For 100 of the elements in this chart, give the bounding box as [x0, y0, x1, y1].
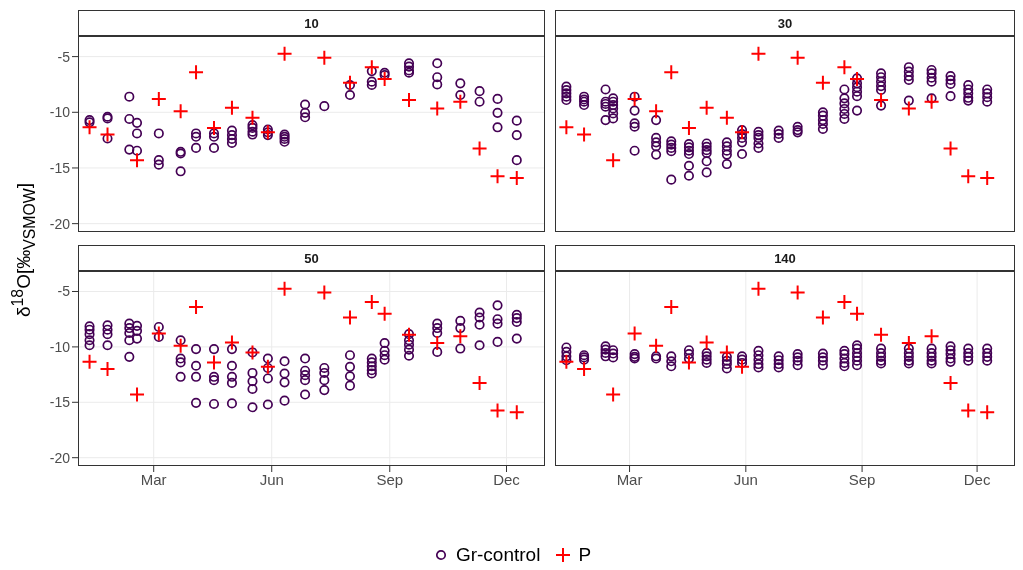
point [429, 335, 446, 352]
point [489, 402, 506, 419]
point [150, 90, 167, 107]
point [276, 45, 293, 62]
chart-title: 140 [555, 245, 1015, 271]
point [471, 140, 488, 157]
point [316, 49, 333, 66]
point [734, 124, 751, 141]
point [341, 309, 358, 326]
point [698, 334, 715, 351]
point [648, 103, 665, 120]
point [558, 119, 575, 136]
point [376, 70, 393, 87]
point [789, 284, 806, 301]
x-tick-label: Dec [493, 470, 521, 488]
y-tick-label: -10 [49, 104, 71, 121]
point [960, 168, 977, 185]
point [129, 386, 146, 403]
point [489, 168, 506, 185]
point [172, 337, 189, 354]
chart-title: 50 [78, 245, 545, 271]
point [836, 59, 853, 76]
point [558, 353, 575, 370]
y-tick-label: -20 [49, 449, 71, 466]
point [508, 169, 525, 186]
point [680, 354, 697, 371]
point [836, 294, 853, 311]
point [205, 354, 222, 371]
point [979, 169, 996, 186]
point [942, 374, 959, 391]
point [452, 328, 469, 345]
point [923, 328, 940, 345]
point [873, 92, 890, 109]
point [429, 100, 446, 117]
point [471, 374, 488, 391]
x-tick-label: Jun [259, 470, 284, 488]
point [401, 92, 418, 109]
point [814, 309, 831, 326]
point [718, 109, 735, 126]
point [376, 305, 393, 322]
point [150, 325, 167, 342]
point [223, 334, 240, 351]
point [259, 358, 276, 375]
point [663, 64, 680, 81]
point [81, 353, 98, 370]
chart-title: 10 [78, 10, 545, 36]
point [734, 358, 751, 375]
point [626, 325, 643, 342]
point [718, 344, 735, 361]
point [900, 100, 917, 117]
y-tick-label: -5 [57, 283, 71, 300]
point [363, 59, 380, 76]
y-tick-label: -20 [49, 215, 71, 232]
point [849, 305, 866, 322]
point [576, 126, 593, 143]
legend-label: Gr-control [455, 544, 541, 566]
point [605, 152, 622, 169]
point [576, 361, 593, 378]
point [452, 93, 469, 110]
point [188, 64, 205, 81]
point [648, 337, 665, 354]
point [923, 93, 940, 110]
point [99, 126, 116, 143]
point [223, 99, 240, 116]
point [129, 152, 146, 169]
point [244, 109, 261, 126]
point [789, 49, 806, 66]
chart-title: 30 [555, 10, 1015, 36]
point [605, 386, 622, 403]
point [276, 280, 293, 297]
point [663, 299, 680, 316]
point [960, 402, 977, 419]
point [188, 299, 205, 316]
point [341, 74, 358, 91]
legend-label: P [578, 544, 592, 566]
y-tick-label: -15 [49, 159, 71, 176]
point [873, 326, 890, 343]
x-tick-label: Dec [963, 470, 991, 488]
point [814, 74, 831, 91]
point [205, 119, 222, 136]
x-tick-label: Mar [140, 470, 167, 488]
point [750, 45, 767, 62]
point [900, 335, 917, 352]
x-tick-label: Sep [848, 470, 876, 488]
point [680, 119, 697, 136]
point [508, 404, 525, 421]
point [172, 103, 189, 120]
point [363, 294, 380, 311]
point [316, 284, 333, 301]
point [99, 361, 116, 378]
point [81, 119, 98, 136]
point [626, 90, 643, 107]
point [942, 140, 959, 157]
y-tick-label: -5 [57, 48, 71, 65]
x-tick-label: Jun [733, 470, 758, 488]
x-tick-label: Sep [376, 470, 404, 488]
y-tick-label: -15 [49, 394, 71, 411]
point [698, 99, 715, 116]
point [979, 404, 996, 421]
y-tick-label: -10 [49, 338, 71, 355]
